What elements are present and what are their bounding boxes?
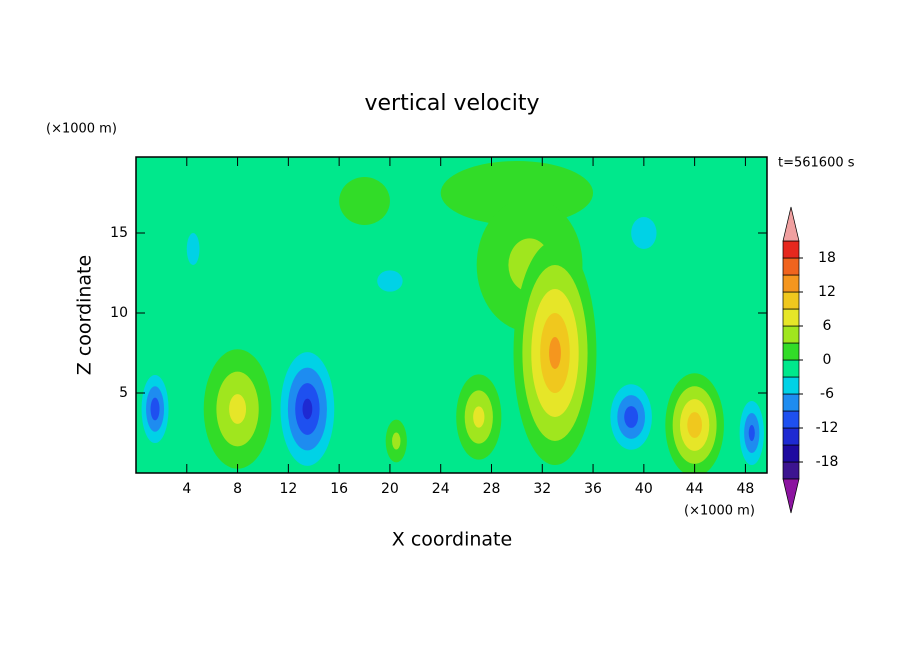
colorbar-bin	[782, 461, 800, 480]
colorbar-tick-label: -18	[816, 454, 839, 470]
contour-region	[392, 432, 401, 450]
colorbar-bin	[782, 342, 800, 361]
plot-frame	[135, 156, 768, 474]
colorbar-bin	[782, 291, 800, 310]
contour-region	[186, 233, 200, 265]
colorbar-bin	[782, 359, 800, 378]
colorbar-tick-label: 12	[818, 284, 836, 300]
y-axis-label: Z coordinate	[74, 255, 96, 375]
annotation: t=561600 s	[778, 156, 855, 171]
y-tick-label: 5	[119, 385, 128, 401]
y-unit: (×1000 m)	[46, 122, 117, 137]
contour-region	[339, 177, 390, 225]
contour-region	[687, 412, 702, 438]
x-tick-label: 20	[381, 481, 399, 497]
x-tick-label: 24	[432, 481, 450, 497]
colorbar-bin	[782, 240, 800, 259]
colorbar-bin	[782, 393, 800, 412]
colorbar-bin	[782, 427, 800, 446]
contour-region	[377, 270, 403, 292]
contour-region	[302, 398, 313, 420]
colorbar-bin	[782, 444, 800, 463]
colorbar-bin	[782, 325, 800, 344]
colorbar-tick-label: -6	[820, 386, 834, 402]
x-axis-label: X coordinate	[392, 529, 512, 551]
contour-region	[150, 397, 160, 421]
colorbar-tick-label: 6	[823, 318, 832, 334]
x-tick-label: 36	[584, 481, 602, 497]
colorbar-bin	[782, 257, 800, 276]
colorbar-bin	[782, 410, 800, 429]
x-tick-label: 4	[182, 481, 191, 497]
colorbar-tick-label: 0	[823, 352, 832, 368]
contour-region	[473, 406, 485, 428]
y-tick-label: 10	[110, 305, 128, 321]
colorbar-bin	[782, 274, 800, 293]
x-tick-label: 40	[635, 481, 653, 497]
x-tick-label: 12	[279, 481, 297, 497]
x-unit: (×1000 m)	[684, 504, 755, 519]
x-tick-label: 44	[686, 481, 704, 497]
y-tick-label: 15	[110, 225, 128, 241]
contour-region	[748, 425, 755, 441]
x-tick-label: 28	[483, 481, 501, 497]
colorbar-bin	[782, 308, 800, 327]
field	[136, 157, 767, 473]
x-tick-label: 48	[737, 481, 755, 497]
colorbar-bin	[782, 376, 800, 395]
colorbar-tick-label: -12	[816, 420, 839, 436]
x-tick-label: 8	[233, 481, 242, 497]
contour-region	[229, 394, 247, 424]
x-tick-label: 16	[330, 481, 348, 497]
contour-region	[624, 406, 639, 428]
colorbar: 18 12 6 0 -6 -12 -18	[782, 206, 839, 514]
x-tick-label: 32	[533, 481, 551, 497]
contour-region	[549, 337, 561, 369]
colorbar-extend-low	[782, 478, 800, 514]
contour-region	[631, 217, 657, 249]
chart-title: vertical velocity	[364, 91, 539, 116]
colorbar-extend-high	[782, 206, 800, 242]
colorbar-tick-label: 18	[818, 250, 836, 266]
